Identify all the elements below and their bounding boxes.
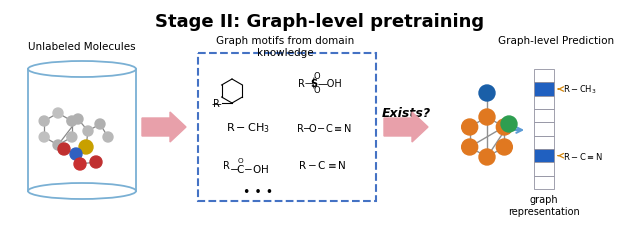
Text: Stage II: Graph-level pretraining: Stage II: Graph-level pretraining: [155, 13, 485, 31]
Circle shape: [479, 109, 495, 126]
Text: $\mathregular{R-C{\equiv}N}$: $\mathregular{R-C{\equiv}N}$: [563, 151, 603, 161]
Circle shape: [73, 114, 83, 124]
Circle shape: [53, 140, 63, 150]
Bar: [534, 109, 554, 123]
Ellipse shape: [28, 62, 136, 78]
Bar: [534, 176, 554, 189]
Circle shape: [79, 140, 93, 154]
Bar: [534, 163, 554, 176]
Text: S: S: [310, 79, 317, 89]
Text: • • •: • • •: [243, 186, 273, 199]
Circle shape: [462, 119, 478, 135]
Text: —: —: [305, 79, 313, 88]
Circle shape: [74, 158, 86, 170]
FancyBboxPatch shape: [198, 54, 376, 201]
Text: O: O: [314, 72, 320, 81]
Text: Graph motifs from domain
knowledge: Graph motifs from domain knowledge: [216, 36, 354, 57]
Ellipse shape: [28, 183, 136, 199]
Text: $\mathregular{R-C{\equiv}N}$: $\mathregular{R-C{\equiv}N}$: [298, 158, 347, 170]
Circle shape: [83, 126, 93, 136]
FancyArrow shape: [142, 113, 186, 142]
Circle shape: [53, 109, 63, 118]
Bar: [534, 96, 554, 109]
Circle shape: [103, 132, 113, 142]
Circle shape: [496, 139, 512, 155]
Circle shape: [501, 116, 517, 132]
Circle shape: [39, 116, 49, 126]
Bar: [534, 70, 554, 83]
Circle shape: [67, 132, 77, 142]
Text: $\mathregular{-\!O\!-\!C{\equiv}N}$: $\mathregular{-\!O\!-\!C{\equiv}N}$: [302, 121, 352, 133]
Circle shape: [67, 116, 77, 126]
Bar: [534, 83, 554, 96]
Bar: [534, 123, 554, 136]
Circle shape: [462, 139, 478, 155]
Text: graph
representation: graph representation: [508, 194, 580, 216]
Circle shape: [58, 143, 70, 155]
Circle shape: [479, 86, 495, 101]
Circle shape: [90, 156, 102, 168]
Circle shape: [39, 132, 49, 142]
Text: —: —: [212, 99, 221, 109]
Bar: [534, 136, 554, 149]
Circle shape: [95, 119, 105, 129]
Text: R: R: [213, 99, 220, 109]
Text: R: R: [298, 79, 305, 89]
Circle shape: [70, 148, 82, 160]
Text: Unlabeled Molecules: Unlabeled Molecules: [28, 42, 136, 52]
Text: $\mathregular{R}$: $\mathregular{R}$: [222, 158, 231, 170]
Text: $\mathregular{R-CH_3}$: $\mathregular{R-CH_3}$: [226, 121, 270, 134]
Bar: [28, 70, 136, 191]
Text: $\mathregular{-\!\overset{O}{\underset{}{C}}\!-\!OH}$: $\mathregular{-\!\overset{O}{\underset{}…: [229, 155, 269, 173]
Text: Graph-level Prediction: Graph-level Prediction: [498, 36, 614, 46]
Text: $\mathregular{R}$: $\mathregular{R}$: [296, 121, 304, 133]
Text: Exists?: Exists?: [381, 107, 431, 120]
Circle shape: [479, 149, 495, 165]
Text: O: O: [314, 86, 320, 95]
Bar: [534, 149, 554, 163]
FancyArrow shape: [384, 113, 428, 142]
Circle shape: [496, 119, 512, 135]
Text: $\mathregular{R-CH_3}$: $\mathregular{R-CH_3}$: [563, 83, 597, 96]
Text: —OH: —OH: [318, 79, 343, 89]
